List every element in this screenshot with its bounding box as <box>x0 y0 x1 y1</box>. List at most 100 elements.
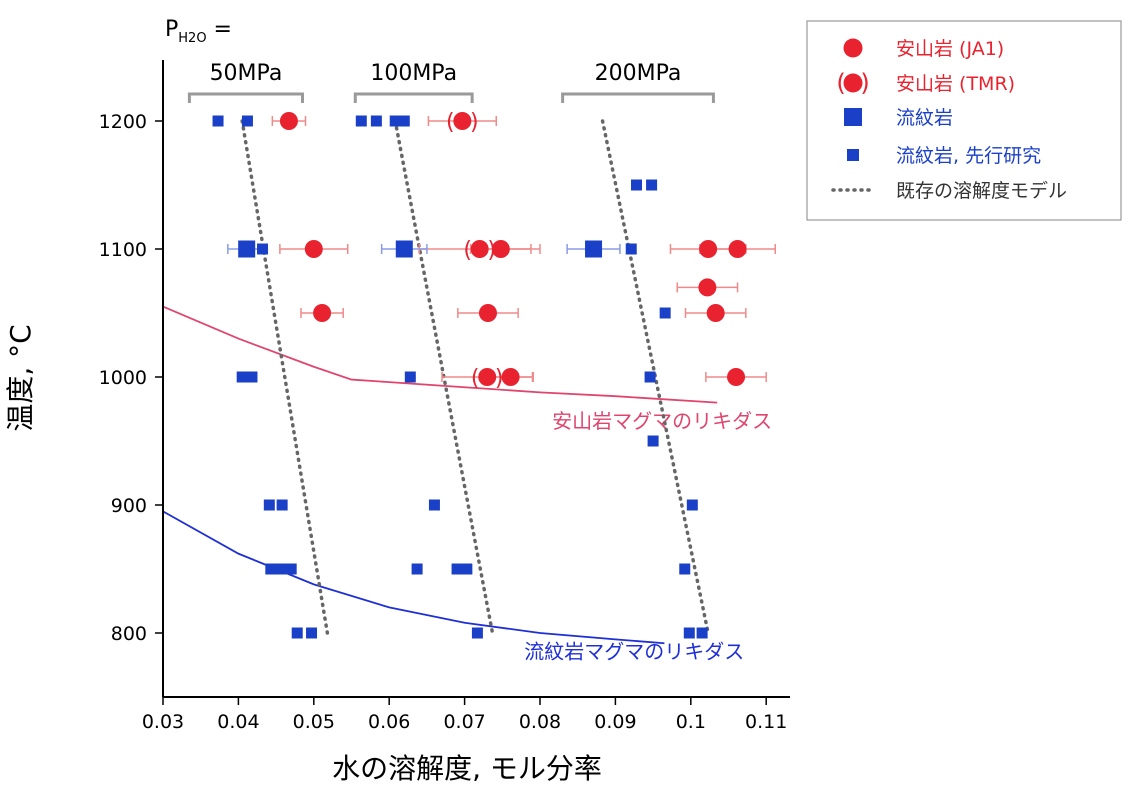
rhyolite-previous-point <box>679 563 691 575</box>
pressure-group-label: 100MPa <box>370 61 457 86</box>
andesite-ja1-point <box>706 304 725 322</box>
andesite-ja1-point <box>727 368 746 386</box>
andesite-ja1-point <box>728 240 747 258</box>
rhyolite-previous-point <box>276 499 288 511</box>
rhyolite-previous-point <box>275 563 287 575</box>
rhyolite-previous-point <box>306 627 318 639</box>
andesite-tmr-point <box>453 112 472 130</box>
rhyolite-point <box>585 240 603 258</box>
rhyolite-previous-point <box>404 371 416 383</box>
rhyolite-point <box>395 240 413 258</box>
rhyolite-previous-point <box>631 179 643 191</box>
pressure-prefix: P <box>165 17 178 42</box>
liquidus-line <box>162 305 718 404</box>
pressure-label: PH2O = <box>165 17 232 46</box>
paren-left: ( <box>463 238 472 263</box>
andesite-ja1-point <box>491 240 510 258</box>
paren-left: ( <box>836 69 845 97</box>
y-axis-title: 温度, °C <box>4 324 37 431</box>
rhyolite-previous-point <box>471 627 483 639</box>
rhyolite-previous-point <box>291 627 303 639</box>
x-tick-label: 0.08 <box>519 711 561 733</box>
andesite-tmr-point <box>470 240 489 258</box>
andesite-ja1-point <box>279 112 298 130</box>
model-line <box>240 119 330 635</box>
rhyolite-previous-point <box>398 115 410 127</box>
rhyolite-previous-point <box>263 499 275 511</box>
andesite-ja1-point <box>313 304 332 322</box>
legend-label: 既存の溶解度モデル <box>896 180 1067 202</box>
rhyolite-previous-point <box>236 371 248 383</box>
andesite-tmr-point <box>478 368 497 386</box>
andesite-ja1-point <box>698 278 717 297</box>
rhyolite-previous-point <box>644 371 656 383</box>
y-tick-label: 800 <box>111 623 147 645</box>
legend-label: 安山岩 (TMR) <box>896 73 1015 95</box>
rhyolite-previous-point <box>265 563 277 575</box>
rhyolite-previous-point <box>212 115 224 127</box>
rhyolite-previous-point <box>461 563 473 575</box>
pressure-bracket <box>561 92 715 103</box>
andesite-ja1-point <box>501 368 520 386</box>
pressure-brackets: 50MPa 100MPa 200MPa <box>187 61 715 103</box>
liquidus-label: 安山岩マグマのリキダス <box>552 409 772 433</box>
paren-left: ( <box>446 110 455 135</box>
x-tick-label: 0.09 <box>594 711 636 733</box>
x-tick-label: 0.05 <box>293 711 335 733</box>
pressure-suffix: = <box>207 17 232 42</box>
rhyolite-previous-point <box>646 179 658 191</box>
legend-marker-andesite-ja1 <box>843 38 863 58</box>
rhyolite-previous-point <box>686 499 698 511</box>
rhyolite-previous-point <box>370 115 382 127</box>
pressure-subscript: H2O <box>178 31 206 46</box>
pressure-group-label: 50MPa <box>210 61 283 86</box>
rhyolite-previous-point <box>411 563 423 575</box>
paren-right: ) <box>495 366 504 391</box>
rhyolite-previous-point <box>625 243 637 255</box>
y-tick-label: 1200 <box>99 111 147 133</box>
liquidus-label: 流紋岩マグマのリキダス <box>524 640 744 664</box>
rhyolite-previous-point <box>696 627 708 639</box>
paren-right: ) <box>860 69 869 97</box>
paren-right: ) <box>487 238 496 263</box>
y-ticks: 800 900 1000 1100 1200 <box>99 111 163 645</box>
rhyolite-previous-point <box>683 627 695 639</box>
rhyolite-previous-point <box>428 499 440 511</box>
y-tick-label: 900 <box>111 495 147 517</box>
x-ticks: 0.03 0.04 0.05 0.06 0.07 0.08 0.09 0.1 0.11 <box>142 697 787 733</box>
y-tick-label: 1100 <box>99 239 147 261</box>
x-tick-label: 0.04 <box>217 711 259 733</box>
rhyolite-point <box>238 240 256 258</box>
x-axis-title: 水の溶解度, モル分率 <box>332 752 602 785</box>
rhyolite-previous-point <box>647 435 659 447</box>
legend-label: 流紋岩, 先行研究 <box>896 145 1041 167</box>
rhyolite-previous-point <box>241 115 253 127</box>
x-tick-label: 0.11 <box>745 711 787 733</box>
legend-marker-rhyolite <box>844 108 862 126</box>
pressure-bracket <box>353 92 474 103</box>
legend-marker-rhyolite-previous <box>847 149 859 161</box>
rhyolite-previous-point <box>355 115 367 127</box>
x-tick-label: 0.03 <box>142 711 184 733</box>
rhyolite-previous-point <box>285 563 297 575</box>
x-tick-label: 0.07 <box>443 711 485 733</box>
liquidus-line <box>162 510 665 645</box>
rhyolite-previous-point <box>257 243 269 255</box>
pressure-group-label: 200MPa <box>595 61 682 86</box>
rhyolite-previous-point <box>246 371 258 383</box>
andesite-ja1-point <box>699 240 718 258</box>
andesite-ja1-point <box>478 304 497 322</box>
legend-label: 安山岩 (JA1) <box>896 38 1004 60</box>
rhyolite-previous-point <box>389 115 401 127</box>
paren-right: ) <box>470 110 479 135</box>
x-tick-label: 0.06 <box>368 711 410 733</box>
x-tick-label: 0.1 <box>676 711 706 733</box>
y-tick-label: 1000 <box>99 367 147 389</box>
legend-label: 流紋岩 <box>896 107 953 129</box>
data-points: () () () <box>212 110 747 639</box>
paren-left: ( <box>471 366 480 391</box>
legend-marker-andesite-tmr <box>843 73 863 93</box>
